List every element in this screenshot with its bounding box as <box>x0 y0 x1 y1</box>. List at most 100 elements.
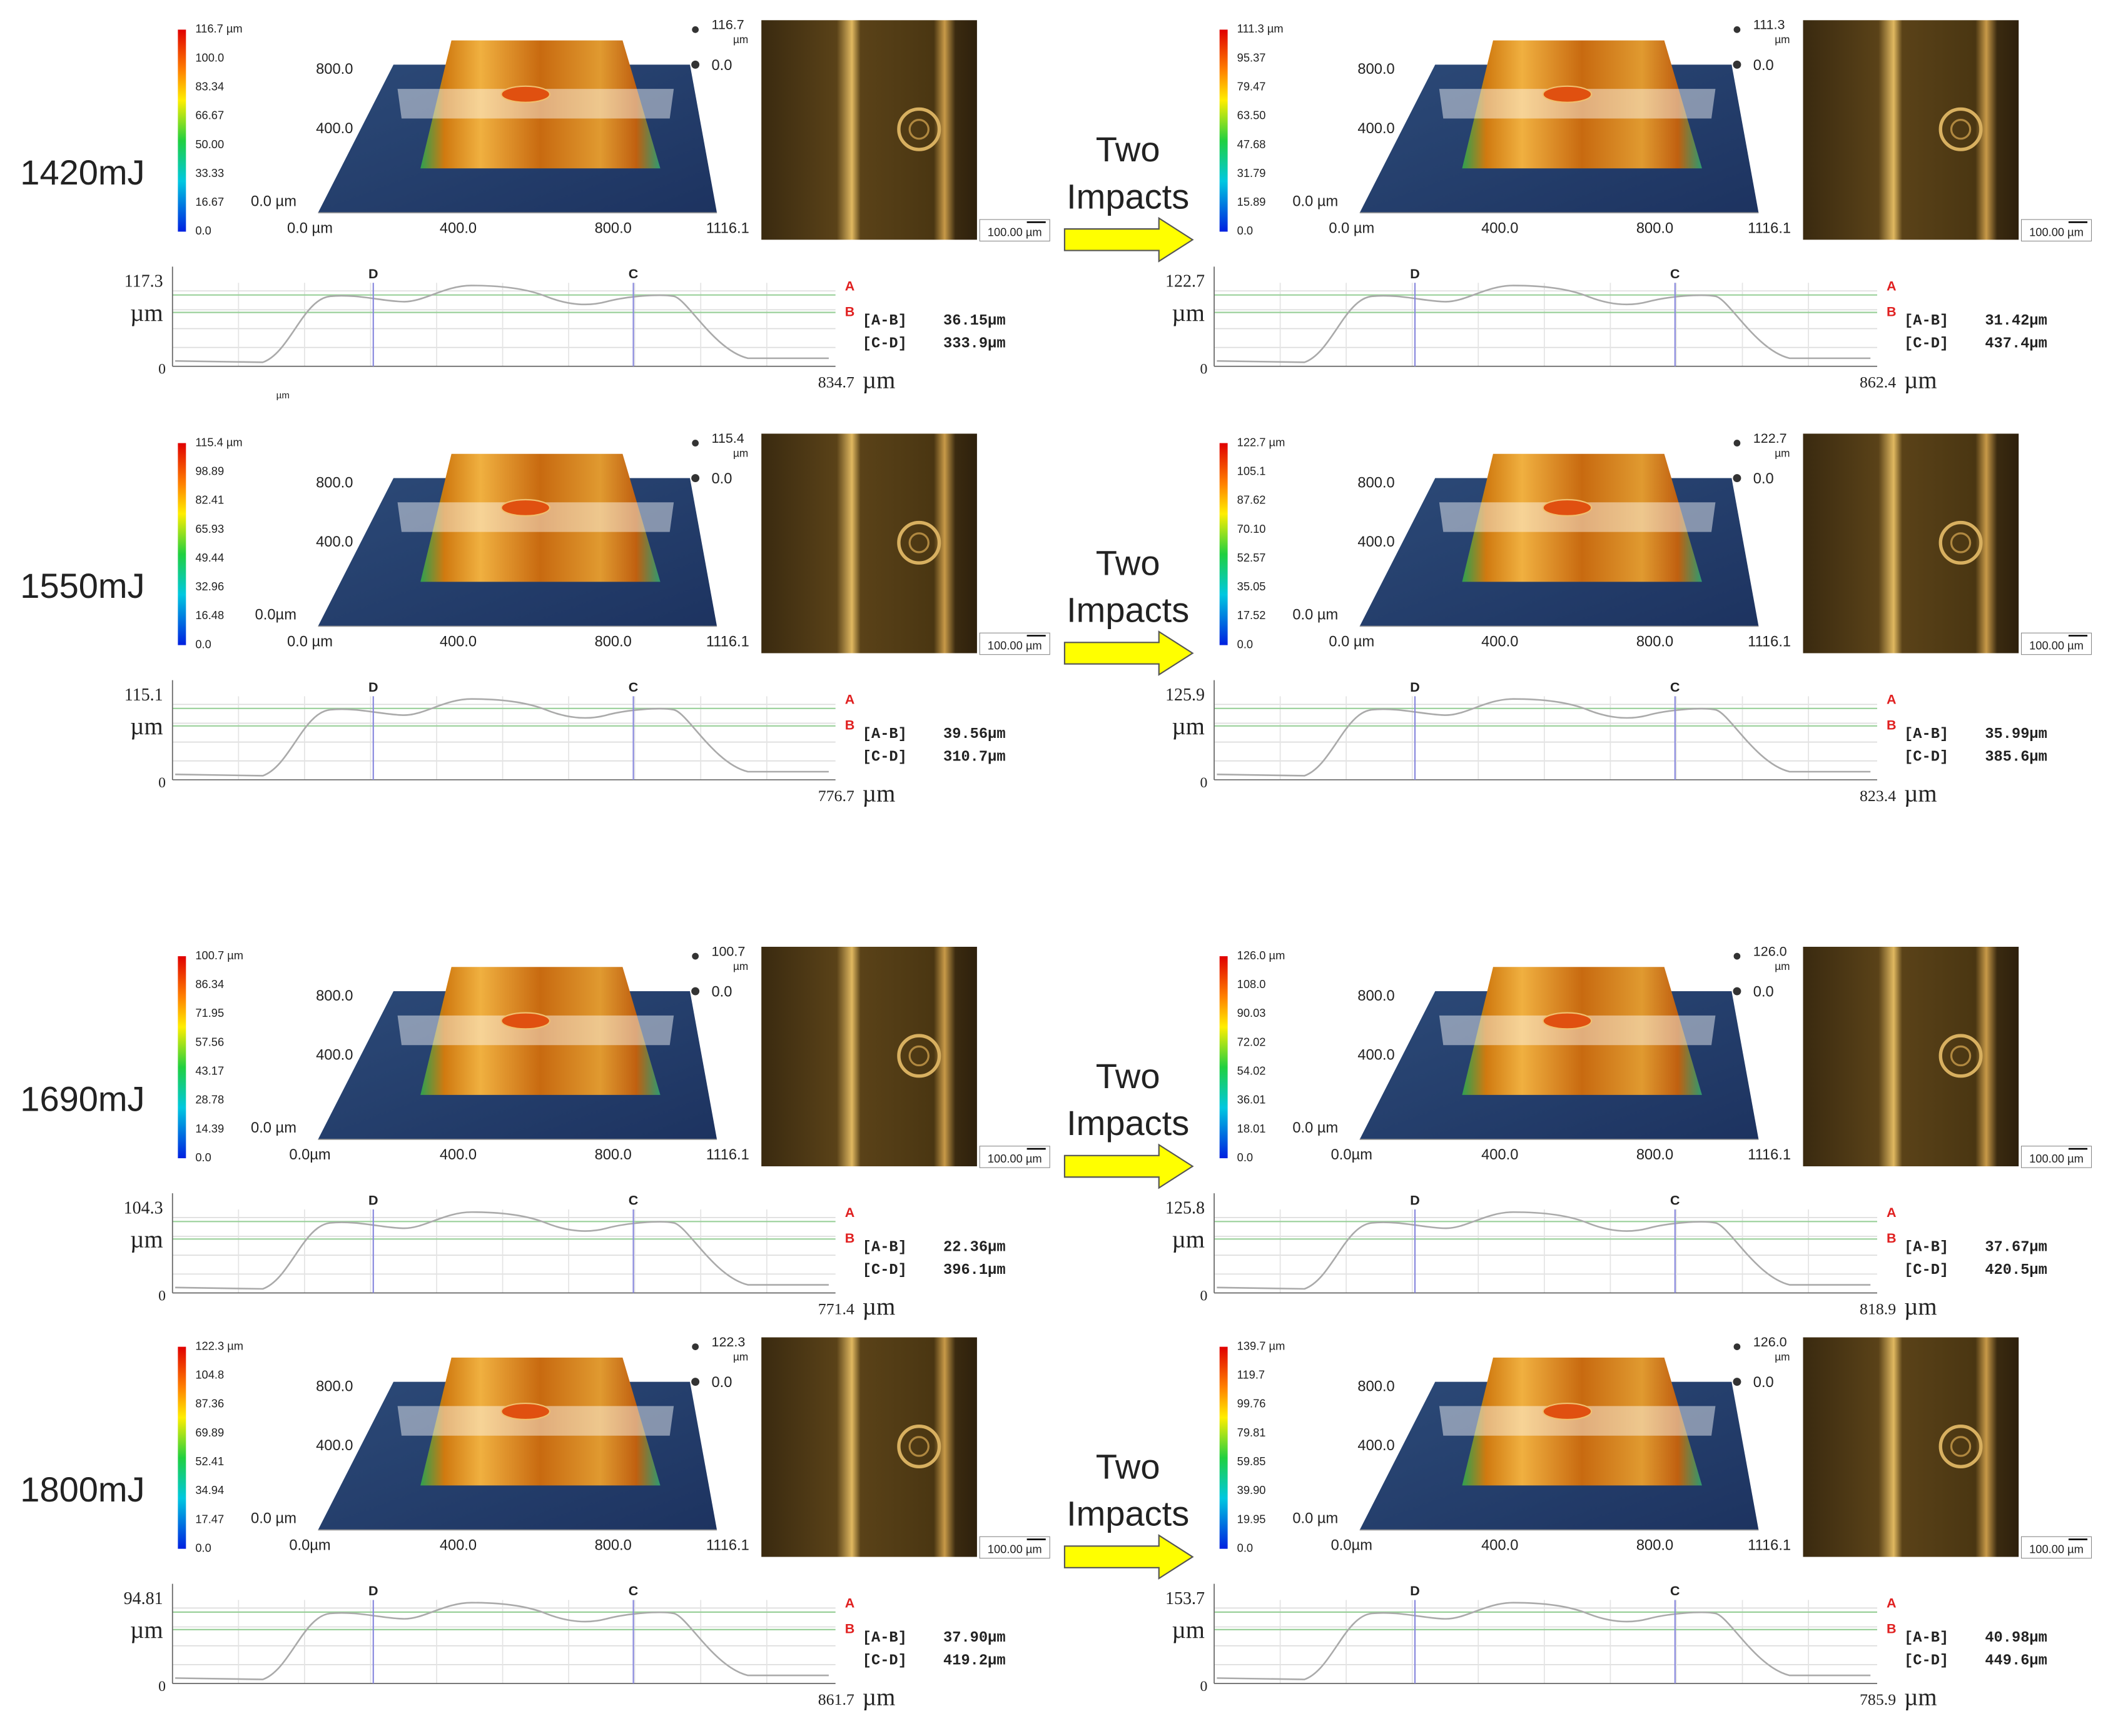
z-axis-label: 0.0 <box>1753 471 1774 487</box>
z-dot <box>692 26 699 33</box>
panel: 126.0 µm 108.0 90.03 72.02 54.02 36.01 18.01 0.… <box>1165 944 2092 1320</box>
x-max-label: 823.4 <box>1860 787 1896 805</box>
y-axis-label: 0.0µm <box>255 607 296 623</box>
z-dot <box>691 60 700 69</box>
y-axis-label: 400.0 <box>316 534 353 550</box>
measurement: [A-B] <box>863 1630 907 1647</box>
color-bar-label: 17.52 <box>1237 608 1266 622</box>
color-bar <box>178 956 186 1159</box>
x-unit: µm <box>1904 1293 1937 1320</box>
profile-curve <box>175 1602 829 1680</box>
micrograph-crater <box>1950 532 1972 553</box>
z-dot <box>691 474 700 482</box>
micrograph-crater <box>1950 119 1972 140</box>
color-bar-label: 0.0 <box>1237 1151 1253 1164</box>
x-axis-label: 800.0 <box>1636 634 1673 650</box>
z-dot <box>692 1343 699 1350</box>
z-dot <box>692 952 699 960</box>
color-bar-label: 100.0 <box>195 51 224 64</box>
y-unit: µm <box>130 713 163 740</box>
y-axis-label: 0.0 µm <box>251 193 296 209</box>
y-min-label: 0 <box>1200 1288 1207 1304</box>
y-min-label: 0 <box>1200 1678 1207 1695</box>
micrograph-crater <box>908 1045 930 1067</box>
x-axis-label: 1116.1 <box>1748 634 1791 650</box>
y-min-label: 0 <box>158 361 166 378</box>
color-bar-label: 28.78 <box>195 1093 224 1106</box>
z-dot <box>1733 60 1741 69</box>
z-axis-unit: µm <box>733 1350 748 1363</box>
y-min-label: 0 <box>1200 775 1207 791</box>
micrograph <box>761 1337 977 1557</box>
y-axis-label: 800.0 <box>316 988 353 1004</box>
panel: 122.7 µm 105.1 87.62 70.10 52.57 35.05 17.52 0.… <box>1165 431 2092 807</box>
measurement: 449.6µm <box>1985 1653 2047 1670</box>
z-dot <box>691 987 700 996</box>
measurement: [C-D] <box>1904 1262 1948 1279</box>
line-label: B <box>845 717 855 732</box>
color-bar <box>1219 1346 1228 1549</box>
y-max-label: 117.3 <box>124 272 163 291</box>
scale-bar-box <box>979 1146 1050 1168</box>
z-dot <box>1733 474 1741 482</box>
color-bar <box>178 443 186 645</box>
color-bar-label: 108.0 <box>1237 977 1266 991</box>
line-label: A <box>845 278 855 293</box>
color-bar-label: 90.03 <box>1237 1006 1266 1019</box>
x-axis-label: 400.0 <box>1481 1147 1518 1163</box>
x-axis-label: 800.0 <box>595 1147 632 1163</box>
marker-label: C <box>1670 1583 1680 1598</box>
measurement: 35.99µm <box>1985 726 2047 743</box>
micrograph-crater <box>1938 1034 1983 1078</box>
y-axis-label: 0.0 µm <box>1292 607 1338 623</box>
arrow-label: Two <box>1096 1056 1160 1096</box>
color-bar-label: 33.33 <box>195 166 224 179</box>
x-axis-label: 1116.1 <box>706 1147 749 1163</box>
z-axis-unit: µm <box>1775 447 1790 459</box>
micrograph-crater <box>897 1034 941 1078</box>
x-unit: µm <box>1904 1684 1937 1711</box>
arrow <box>1063 1143 1194 1189</box>
y-unit: µm <box>130 1617 163 1643</box>
energy-label: 1420mJ <box>20 153 144 192</box>
color-bar-label: 14.39 <box>195 1122 224 1135</box>
micrograph-crater <box>908 1436 930 1457</box>
micrograph-crater <box>1950 1045 1972 1067</box>
measurement: [A-B] <box>1904 1630 1948 1647</box>
surface-plateau <box>420 967 661 1095</box>
impact-spot <box>1542 85 1593 103</box>
y-unit: µm <box>130 1226 163 1253</box>
measurement: [A-B] <box>863 1239 907 1256</box>
x-unit: µm <box>863 1293 896 1320</box>
x-axis-label: 400.0 <box>440 1538 477 1554</box>
micrograph-crater <box>908 532 930 553</box>
marker-label: D <box>368 266 378 281</box>
measurement: 420.5µm <box>1985 1262 2047 1279</box>
arrow <box>1063 1534 1194 1580</box>
measurement: [C-D] <box>863 1653 907 1670</box>
color-bar-label: 87.36 <box>195 1397 224 1410</box>
marker-label: D <box>1410 1583 1420 1598</box>
color-bar-label: 99.76 <box>1237 1397 1266 1410</box>
x-max-label: 861.7 <box>818 1690 854 1708</box>
surface-plateau <box>1462 453 1702 582</box>
measurement: 40.98µm <box>1985 1630 2047 1647</box>
y-axis-label: 400.0 <box>1357 534 1394 550</box>
micrograph-crater <box>897 520 941 565</box>
measurement: [C-D] <box>1904 1653 1948 1670</box>
profile-curve <box>175 698 829 777</box>
measurement: 310.7µm <box>943 749 1006 766</box>
micrograph <box>761 20 977 240</box>
section-band <box>1439 502 1716 532</box>
surface-plateau <box>1462 40 1702 169</box>
color-bar-label: 98.89 <box>195 465 224 478</box>
color-bar-label: 115.4 µm <box>195 435 242 448</box>
measurement: 37.90µm <box>943 1630 1006 1647</box>
z-axis-label: 0.0 <box>711 984 732 1000</box>
x-max-label: 771.4 <box>818 1299 854 1318</box>
y-axis-label: 0.0 µm <box>251 1511 296 1527</box>
marker-label: D <box>368 680 378 695</box>
arrow-label: Impacts <box>1067 1494 1189 1533</box>
arrow <box>1063 216 1194 263</box>
